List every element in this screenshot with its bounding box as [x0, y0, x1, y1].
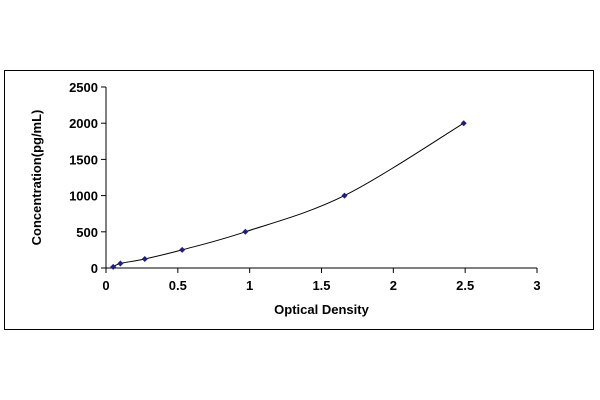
- y-tick-label: 1000: [69, 189, 98, 204]
- x-tick-label: 0.5: [169, 278, 187, 293]
- data-point: [110, 263, 117, 270]
- x-axis-ticks: 0 0.5 1 1.5 2 2.5 3: [102, 268, 541, 293]
- y-tick-label: 2500: [69, 80, 98, 95]
- data-point: [242, 228, 249, 235]
- x-tick-label: 2.5: [456, 278, 474, 293]
- data-points: [110, 120, 467, 270]
- chart-frame: 0 0.5 1 1.5 2 2.5 3 0 500 1000 1500 2000 2500 Optic…: [4, 70, 594, 330]
- x-tick-label: 3: [533, 278, 540, 293]
- y-axis-ticks: 0 500 1000 1500 2000 2500: [69, 80, 106, 276]
- x-tick-label: 0: [102, 278, 109, 293]
- standard-curve-chart: 0 0.5 1 1.5 2 2.5 3 0 500 1000 1500 2000 2500 Optic…: [29, 80, 541, 317]
- data-point: [141, 255, 148, 262]
- data-point: [179, 246, 186, 253]
- x-axis-label: Optical Density: [274, 302, 369, 317]
- y-tick-label: 500: [76, 225, 98, 240]
- y-tick-label: 0: [91, 261, 98, 276]
- y-axis-label: Concentration(pg/mL): [29, 110, 44, 246]
- fitted-curve: [112, 122, 464, 268]
- x-tick-label: 1.5: [312, 278, 330, 293]
- y-tick-label: 2000: [69, 116, 98, 131]
- y-tick-label: 1500: [69, 152, 98, 167]
- x-tick-label: 2: [390, 278, 397, 293]
- data-point: [341, 192, 348, 199]
- data-point: [460, 120, 467, 127]
- x-tick-label: 1: [246, 278, 253, 293]
- data-point: [117, 260, 124, 267]
